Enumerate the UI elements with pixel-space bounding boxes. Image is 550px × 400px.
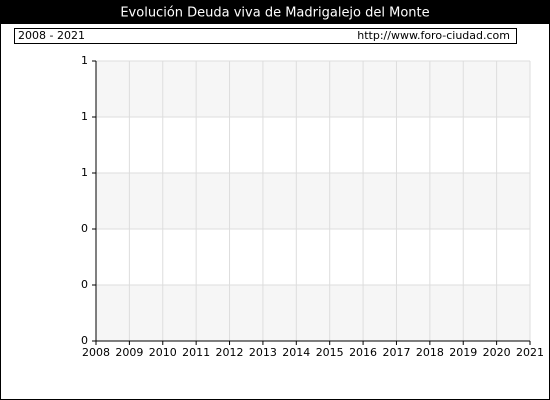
x-tick-label: 2008 (82, 346, 110, 359)
chart-title: Evolución Deuda viva de Madrigalejo del … (120, 6, 429, 21)
y-tick-label: 1 (81, 166, 88, 179)
source: http://www.foro-ciudad.com (357, 29, 510, 42)
period: 2008 - 2021 (18, 29, 85, 42)
y-tick-label: 0 (81, 222, 88, 235)
x-tick-label: 2009 (115, 346, 143, 359)
x-tick-label: 2018 (416, 346, 444, 359)
x-tick-label: 2020 (483, 346, 511, 359)
y-tick-label: 0 (81, 278, 88, 291)
info-box (14, 28, 517, 44)
plot-band (96, 61, 530, 117)
x-tick-label: 2012 (216, 346, 244, 359)
title-bar (0, 0, 550, 24)
x-tick-label: 2013 (249, 346, 277, 359)
plot-band (96, 117, 530, 173)
y-tick-label: 1 (81, 54, 88, 67)
x-tick-label: 2016 (349, 346, 377, 359)
plot-band (96, 229, 530, 285)
y-tick-label: 0 (81, 334, 88, 347)
plot-band (96, 285, 530, 341)
x-tick-label: 2011 (182, 346, 210, 359)
plot-band (96, 173, 530, 229)
x-tick-label: 2019 (449, 346, 477, 359)
y-tick-label: 1 (81, 110, 88, 123)
x-tick-label: 2014 (282, 346, 310, 359)
x-tick-label: 2021 (516, 346, 544, 359)
x-tick-label: 2010 (149, 346, 177, 359)
x-tick-label: 2015 (316, 346, 344, 359)
x-tick-label: 2017 (382, 346, 410, 359)
